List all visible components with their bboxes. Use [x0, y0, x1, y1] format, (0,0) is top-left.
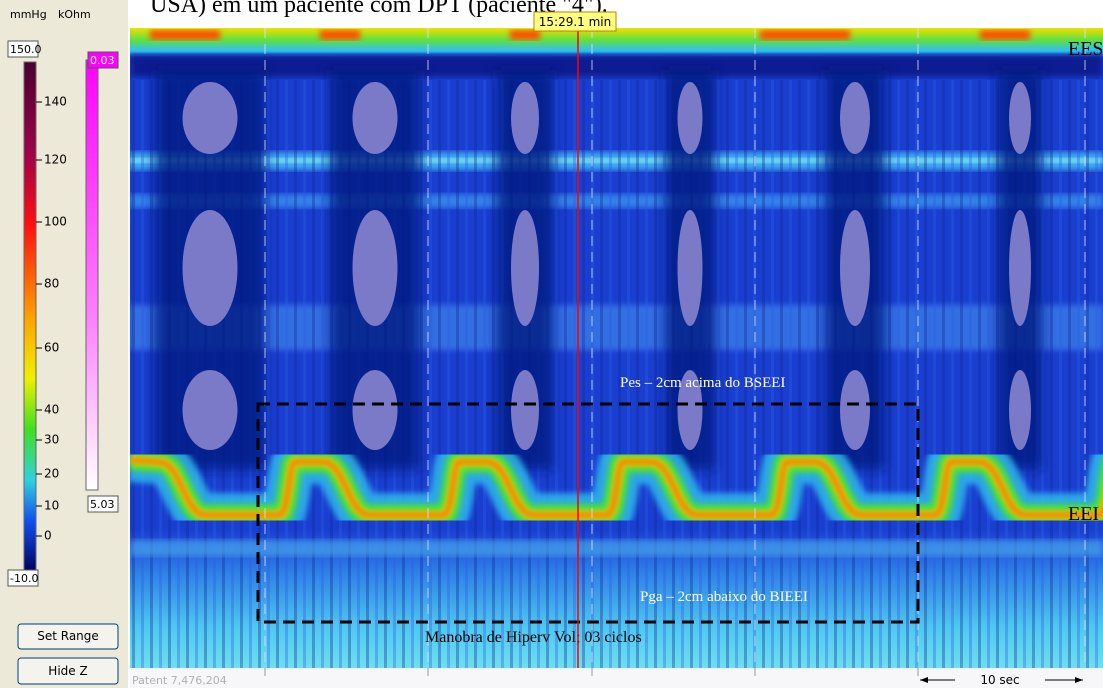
streak — [321, 80, 324, 670]
streak — [924, 80, 927, 670]
pes-label: Pes – 2cm acima do BSEEI — [620, 375, 785, 391]
streak — [447, 80, 450, 670]
pressure-blob — [353, 370, 398, 450]
pressure-blob — [511, 210, 539, 326]
hide-z-label: Hide Z — [48, 664, 87, 678]
streak — [600, 80, 603, 670]
streak — [1086, 80, 1089, 670]
streak — [1068, 80, 1071, 670]
streak — [978, 80, 981, 670]
streak — [1077, 80, 1080, 670]
streak — [285, 80, 288, 670]
streak — [429, 80, 432, 670]
streak — [303, 80, 306, 670]
streak — [897, 80, 900, 670]
pressure-blob — [1009, 210, 1031, 326]
streak — [150, 80, 153, 670]
streak — [267, 80, 270, 670]
time-strip — [130, 668, 1103, 688]
streak — [798, 80, 801, 670]
streak — [789, 80, 792, 670]
streak — [987, 80, 990, 670]
streak — [276, 80, 279, 670]
streak — [465, 80, 468, 670]
pga-label: Pga – 2cm abaixo do BIEEI — [640, 589, 808, 605]
streak — [294, 80, 297, 670]
impedance-bottom: 5.03 — [90, 498, 115, 511]
streak — [1050, 80, 1053, 670]
streak — [960, 80, 963, 670]
eei-label: EEI — [1068, 503, 1099, 525]
pressure-unit: mmHg — [10, 8, 47, 21]
pressure-blob — [678, 210, 703, 326]
scale-tick-label: 80 — [44, 277, 59, 291]
scale-tick-label: 60 — [44, 341, 59, 355]
streak — [906, 80, 909, 670]
streak — [438, 80, 441, 670]
scale-tick-label: 20 — [44, 467, 59, 481]
set-range-label: Set Range — [37, 629, 99, 643]
streak — [474, 80, 477, 670]
time-scale: 10 sec — [980, 673, 1019, 687]
streak — [564, 80, 567, 670]
streak — [582, 80, 585, 670]
pressure-blob — [511, 82, 539, 154]
scale-tick-label: 120 — [44, 153, 67, 167]
pressure-color-bar — [24, 62, 36, 572]
scale-tick-label: 140 — [44, 95, 67, 109]
streak — [888, 80, 891, 670]
ees-label: EES — [1068, 38, 1103, 60]
manometry-window: USA) em um paciente com DPT (paciente "4… — [0, 0, 1103, 688]
scale-tick-label: 30 — [44, 433, 59, 447]
pressure-blob — [1009, 82, 1031, 154]
eei-band — [130, 540, 1103, 556]
streak — [141, 80, 144, 670]
streak — [1095, 80, 1098, 670]
impedance-top: 0.03 — [90, 54, 115, 67]
time-marker: 15:29.1 min — [539, 15, 611, 29]
scale-tick-label: 0 — [44, 529, 52, 543]
impedance-color-bar — [86, 60, 98, 490]
streak — [807, 80, 810, 670]
streak — [555, 80, 558, 670]
ees-high-pressure — [760, 30, 850, 40]
pressure-blob — [840, 210, 870, 326]
pressure-blob — [353, 82, 398, 154]
pressure-blob — [678, 82, 703, 154]
topography-plot — [130, 28, 1103, 670]
streak — [573, 80, 576, 670]
streak — [483, 80, 486, 670]
scale-tick-label: 100 — [44, 215, 67, 229]
maneuver-label: Manobra de Hiperv Vol; 03 ciclos — [425, 629, 642, 646]
streak — [609, 80, 612, 670]
pressure-blob — [183, 82, 238, 154]
streak — [1059, 80, 1062, 670]
streak — [456, 80, 459, 670]
ees-high-pressure — [150, 30, 220, 40]
ees-high-pressure — [320, 30, 360, 40]
streak — [132, 80, 135, 670]
streak — [312, 80, 315, 670]
impedance-unit: kOhm — [58, 8, 91, 21]
pressure-blob — [840, 82, 870, 154]
streak — [420, 80, 423, 670]
streak — [816, 80, 819, 670]
pressure-blob — [840, 370, 870, 450]
streak — [492, 80, 495, 670]
streak — [969, 80, 972, 670]
pressure-blob — [353, 210, 398, 326]
pressure-blob — [1009, 370, 1031, 450]
scale-tick-label: 10 — [44, 499, 59, 513]
streak — [933, 80, 936, 670]
streak — [942, 80, 945, 670]
ees-high-pressure — [980, 30, 1030, 40]
pressure-max: 150.0 — [10, 43, 42, 56]
scale-tick-label: 40 — [44, 403, 59, 417]
pressure-blob — [183, 370, 238, 450]
patent: Patent 7,476,204 — [132, 674, 227, 687]
pressure-min: -10.0 — [10, 572, 38, 585]
pressure-blob — [511, 370, 539, 450]
pressure-blob — [183, 210, 238, 326]
streak — [951, 80, 954, 670]
